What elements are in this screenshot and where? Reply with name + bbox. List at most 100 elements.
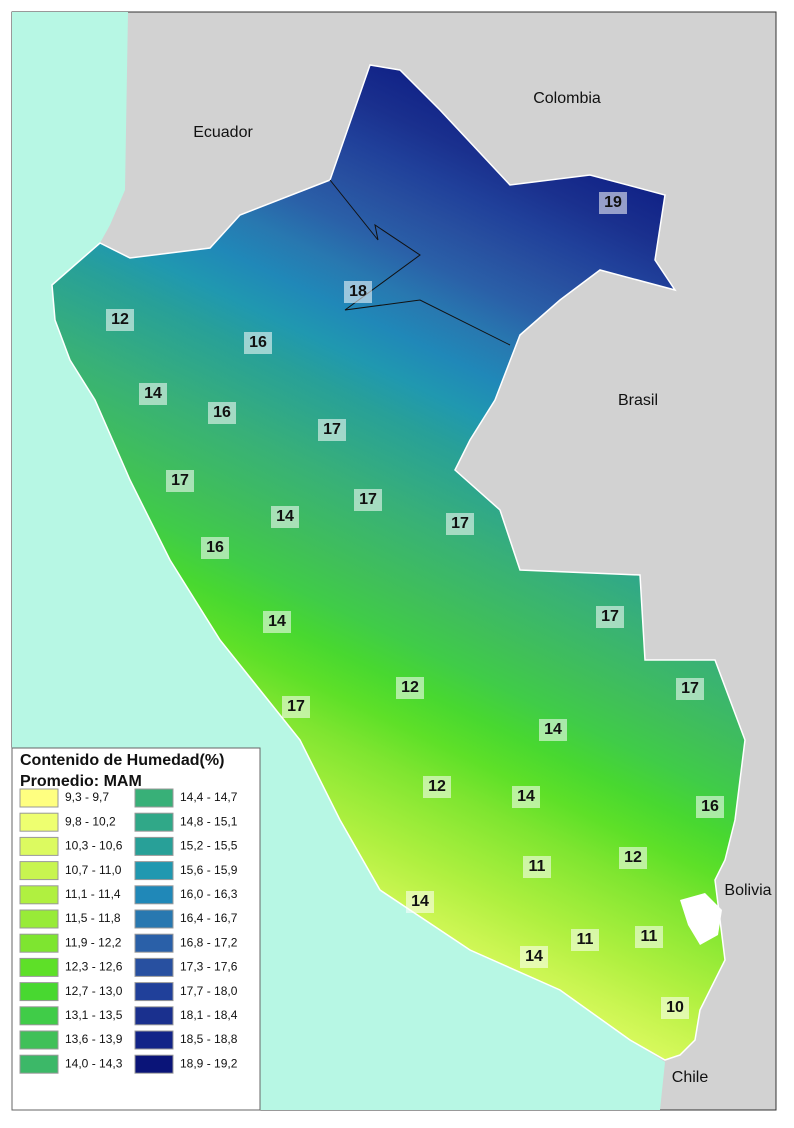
contour-label-bg — [166, 470, 194, 492]
legend-label: 13,1 - 13,5 — [65, 1008, 123, 1022]
contour-label-bg — [244, 332, 272, 354]
legend-title: Contenido de Humedad(%) — [20, 752, 224, 769]
legend-swatch — [19, 885, 59, 905]
legend-label: 16,0 - 16,3 — [180, 887, 238, 901]
country-label: Colombia — [533, 90, 601, 107]
legend-label: 11,9 - 12,2 — [65, 935, 122, 949]
contour-label: 14 — [144, 385, 162, 402]
contour-label-bg — [571, 929, 599, 951]
legend-swatch — [19, 1054, 59, 1074]
legend-swatch — [19, 812, 59, 832]
contour-label-bg — [523, 856, 551, 878]
contour-label: 18 — [349, 283, 367, 300]
legend-swatch — [19, 861, 59, 881]
legend-swatch — [19, 788, 59, 808]
legend-label: 11,1 - 11,4 — [65, 887, 121, 901]
contour-label: 12 — [111, 311, 129, 328]
legend-swatch — [134, 836, 174, 856]
lake-titicaca — [680, 893, 722, 945]
contour-label: 14 — [276, 508, 294, 525]
contour-label: 17 — [601, 608, 619, 625]
legend-label: 18,5 - 18,8 — [180, 1032, 238, 1046]
legend-swatch — [134, 861, 174, 881]
contour-label: 16 — [701, 798, 719, 815]
contour-label: 12 — [401, 679, 419, 696]
contour-label: 16 — [206, 539, 224, 556]
contour-label-bg — [282, 696, 310, 718]
legend-swatch — [19, 836, 59, 856]
country-label: Bolivia — [724, 882, 771, 899]
country-label: Brasil — [618, 392, 658, 409]
legend-label: 9,3 - 9,7 — [65, 790, 109, 804]
contour-label-bg — [396, 677, 424, 699]
legend-swatch — [19, 909, 59, 929]
contour-label-bg — [354, 489, 382, 511]
contour-label-bg — [139, 383, 167, 405]
contour-label-bg — [599, 192, 627, 214]
contour-label: 12 — [624, 849, 642, 866]
legend-swatch — [134, 909, 174, 929]
legend-swatch — [19, 1006, 59, 1026]
legend-swatch — [19, 982, 59, 1002]
legend-swatch — [134, 982, 174, 1002]
contour-label: 16 — [249, 334, 267, 351]
legend-label: 12,7 - 13,0 — [65, 984, 123, 998]
legend-box — [11, 747, 261, 1111]
contour-label: 16 — [213, 404, 231, 421]
contour-label: 14 — [411, 893, 429, 910]
legend-label: 12,3 - 12,6 — [65, 960, 123, 974]
contour-label: 17 — [451, 515, 469, 532]
legend-swatch — [134, 788, 174, 808]
legend-label: 16,4 - 16,7 — [180, 911, 238, 925]
legend-swatch — [134, 1054, 174, 1074]
legend-label: 14,8 - 15,1 — [180, 814, 238, 828]
peru — [51, 64, 746, 1061]
legend-swatch — [134, 957, 174, 977]
contour-label-bg — [271, 506, 299, 528]
contour-label-bg — [208, 402, 236, 424]
legend-label: 10,3 - 10,6 — [65, 839, 123, 853]
country-label: Ecuador — [193, 124, 253, 141]
legend-label: 14,4 - 14,7 — [180, 790, 238, 804]
contour-label: 17 — [171, 472, 189, 489]
contour-label-bg — [423, 776, 451, 798]
country-label: Chile — [672, 1069, 709, 1086]
contour-label-bg — [596, 606, 624, 628]
legend-swatch — [134, 1006, 174, 1026]
contour-label: 17 — [287, 698, 305, 715]
contour-label-bg — [539, 719, 567, 741]
contour-label-bg — [619, 847, 647, 869]
contour-label: 14 — [525, 948, 543, 965]
contour-label: 11 — [529, 858, 546, 875]
contour-label: 14 — [268, 613, 286, 630]
legend-swatch — [134, 933, 174, 953]
contour-label-bg — [520, 946, 548, 968]
contour-label-bg — [106, 309, 134, 331]
contour-label-bg — [661, 997, 689, 1019]
contour-label-bg — [318, 419, 346, 441]
legend-label: 14,0 - 14,3 — [65, 1056, 123, 1070]
contour-label: 14 — [544, 721, 562, 738]
contour-label: 12 — [428, 778, 446, 795]
contour-label-bg — [406, 891, 434, 913]
contour-label: 14 — [517, 788, 535, 805]
legend-label: 17,7 - 18,0 — [180, 984, 238, 998]
contour-label-bg — [696, 796, 724, 818]
legend-label: 15,6 - 15,9 — [180, 863, 238, 877]
contour-label-bg — [446, 513, 474, 535]
contour-line — [329, 179, 511, 346]
legend-swatch — [19, 933, 59, 953]
contour-label: 17 — [681, 680, 699, 697]
contour-label: 10 — [666, 999, 684, 1016]
contour-label: 11 — [577, 931, 594, 948]
contour-label: 19 — [604, 194, 622, 211]
contour-label: 11 — [641, 928, 658, 945]
contour-label-bg — [201, 537, 229, 559]
legend-label: 10,7 - 11,0 — [65, 863, 122, 877]
legend-swatch — [134, 812, 174, 832]
legend-swatch — [134, 1030, 174, 1050]
legend-swatch — [19, 957, 59, 977]
legend-label: 13,6 - 13,9 — [65, 1032, 123, 1046]
